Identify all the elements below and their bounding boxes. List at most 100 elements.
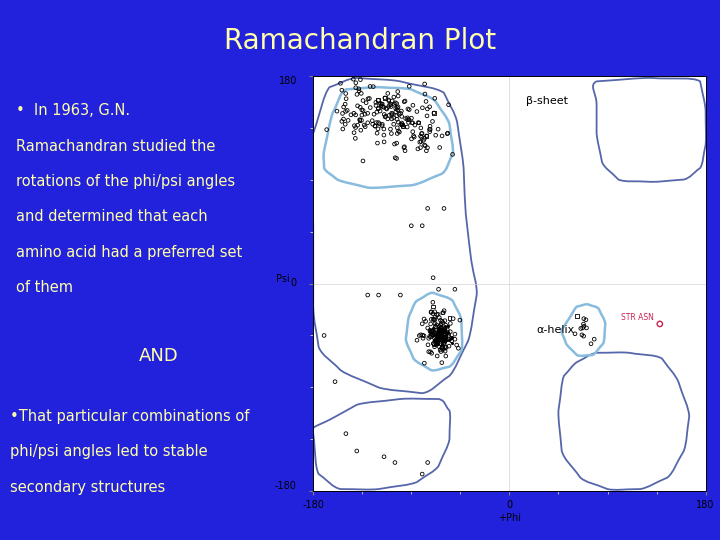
Point [338, 114, 349, 123]
Point [435, 324, 446, 333]
Point [362, 109, 374, 118]
Point [449, 285, 461, 294]
Point [354, 86, 365, 95]
Point [441, 326, 453, 334]
Point [437, 334, 449, 342]
Point [449, 330, 461, 339]
Point [419, 79, 431, 88]
Point [435, 347, 446, 356]
Point [357, 157, 369, 165]
Point [429, 307, 441, 316]
Point [417, 104, 428, 112]
Point [428, 302, 439, 311]
Point [389, 100, 400, 109]
Point [433, 125, 444, 133]
Point [442, 328, 454, 337]
Point [428, 315, 440, 323]
Point [438, 336, 449, 345]
Point [422, 204, 433, 213]
Point [396, 107, 408, 116]
Point [581, 323, 593, 332]
Point [424, 125, 436, 133]
Point [420, 317, 431, 326]
Point [432, 338, 444, 346]
Point [576, 330, 588, 339]
Point [437, 335, 449, 344]
Point [420, 97, 432, 106]
Point [350, 123, 361, 132]
Point [352, 102, 364, 110]
Text: -180: -180 [275, 481, 297, 491]
Point [436, 328, 448, 337]
Point [364, 94, 375, 103]
Point [390, 153, 401, 162]
Text: β-sheet: β-sheet [526, 97, 568, 106]
Point [438, 326, 450, 334]
Point [440, 325, 451, 334]
Point [426, 307, 437, 316]
Point [379, 93, 391, 102]
Point [438, 330, 449, 339]
Point [366, 116, 378, 125]
Point [419, 141, 431, 150]
Point [438, 327, 449, 335]
Point [440, 337, 451, 346]
Point [340, 429, 351, 438]
Point [438, 330, 449, 339]
Point [364, 82, 376, 91]
Point [392, 124, 403, 132]
Point [395, 291, 406, 299]
Point [430, 322, 441, 331]
Point [361, 98, 372, 107]
Point [350, 134, 361, 143]
Text: rotations of the phi/psi angles: rotations of the phi/psi angles [17, 174, 235, 189]
Point [425, 320, 436, 328]
Point [392, 118, 404, 126]
Point [389, 140, 400, 149]
Point [454, 316, 466, 325]
Point [372, 125, 384, 133]
Point [369, 122, 381, 130]
Point [425, 333, 436, 341]
Point [373, 104, 384, 112]
Point [402, 113, 413, 122]
Point [435, 328, 446, 336]
Point [359, 123, 371, 131]
Point [436, 343, 448, 352]
Point [436, 344, 447, 353]
Point [428, 315, 439, 323]
Point [654, 320, 665, 328]
Point [428, 339, 439, 348]
Point [340, 107, 351, 116]
Point [426, 315, 437, 323]
Point [335, 79, 346, 87]
Point [425, 347, 436, 356]
Point [416, 470, 428, 478]
Text: and determined that each: and determined that each [17, 210, 208, 225]
Point [378, 138, 390, 146]
Point [318, 331, 330, 340]
Point [436, 334, 447, 342]
Point [376, 102, 387, 110]
Point [407, 119, 418, 127]
Point [431, 326, 442, 335]
Point [341, 94, 352, 103]
Point [424, 332, 436, 341]
Point [436, 326, 447, 335]
Point [415, 137, 427, 146]
Text: AND: AND [138, 347, 179, 364]
Point [438, 336, 449, 345]
Point [373, 118, 384, 127]
Point [402, 123, 413, 131]
Point [436, 340, 448, 348]
Point [403, 105, 415, 114]
Point [445, 333, 456, 342]
Point [441, 335, 453, 344]
Point [406, 134, 418, 143]
Point [443, 336, 454, 345]
Point [353, 85, 364, 93]
Point [436, 333, 447, 341]
Text: amino acid had a preferred set: amino acid had a preferred set [17, 245, 243, 260]
Point [433, 342, 445, 351]
Text: Ramachandran studied the: Ramachandran studied the [17, 139, 216, 153]
